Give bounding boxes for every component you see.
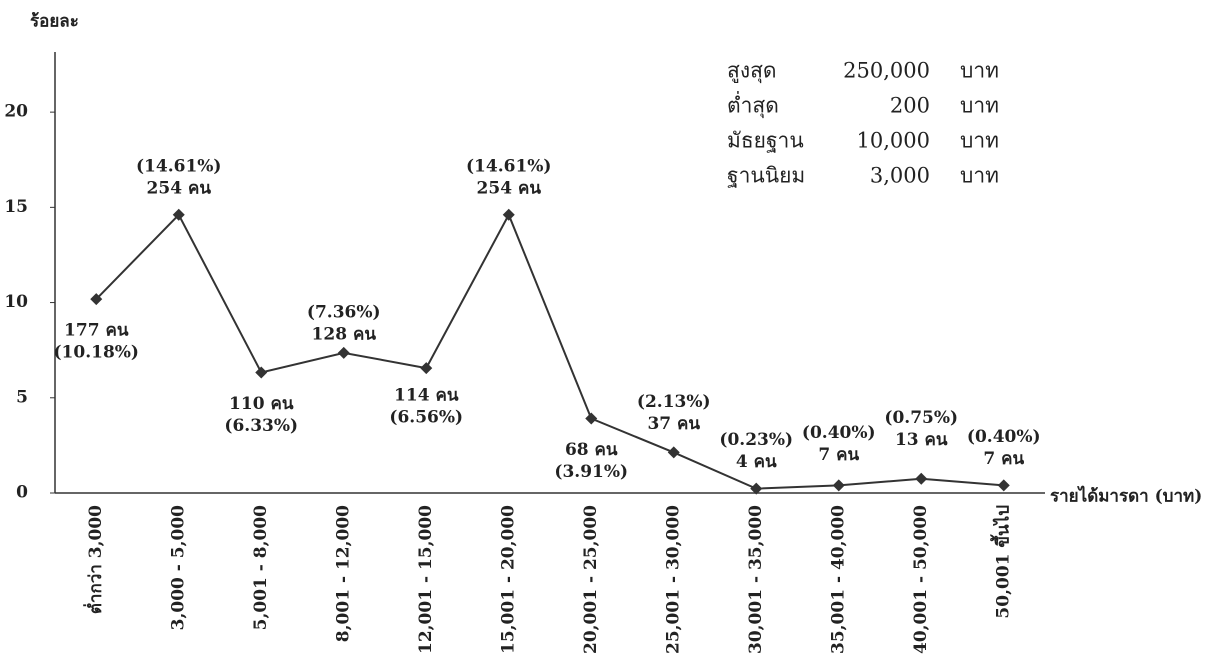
- stat-unit: บาท: [960, 59, 999, 83]
- stat-value: 3,000: [870, 164, 930, 188]
- x-tick-label: 8,001 - 12,000: [333, 505, 353, 642]
- count-label: 7 คน: [818, 445, 859, 465]
- marker: [172, 208, 185, 221]
- marker: [337, 346, 350, 359]
- count-label: 68 คน: [565, 440, 618, 460]
- stat-unit: บาท: [960, 164, 999, 188]
- count-label: 128 คน: [312, 324, 377, 344]
- x-tick-label: 25,001 - 30,000: [663, 505, 683, 654]
- value-label: (14.61%): [136, 156, 221, 176]
- value-label: (0.75%): [884, 408, 958, 428]
- marker: [750, 482, 763, 495]
- stat-unit: บาท: [960, 129, 999, 153]
- count-label: 4 คน: [736, 452, 777, 472]
- value-label: (0.23%): [719, 430, 793, 450]
- marker: [255, 366, 268, 379]
- value-label: (10.18%): [54, 343, 139, 363]
- line: [95, 212, 1004, 490]
- value-label: (7.36%): [307, 302, 381, 322]
- count-label: 110 คน: [229, 394, 294, 414]
- value-label: (2.13%): [637, 392, 711, 412]
- x-tick-label: ต่ำกว่า 3,000: [83, 505, 106, 614]
- marker: [915, 472, 928, 485]
- y-axis-label: ร้อยละ: [30, 12, 79, 32]
- x-tick-label: 40,001 - 50,000: [911, 505, 931, 654]
- count-label: 177 คน: [64, 321, 129, 341]
- stat-value: 250,000: [843, 59, 930, 83]
- value-label: (6.56%): [389, 408, 463, 428]
- x-tick-label: 35,001 - 40,000: [828, 505, 848, 654]
- count-label: 114 คน: [394, 386, 459, 406]
- count-label: 254 คน: [147, 178, 212, 198]
- y-tick-label: 15: [4, 197, 28, 217]
- x-tick-label: 3,000 - 5,000: [168, 505, 188, 631]
- marker: [585, 412, 598, 425]
- x-axis-label: รายได้มารดา (บาท): [1050, 486, 1202, 507]
- x-tick-label: 5,001 - 8,000: [251, 505, 271, 631]
- value-label: (0.40%): [967, 427, 1041, 447]
- value-label: (14.61%): [466, 156, 551, 176]
- marker: [420, 362, 433, 375]
- stat-label: ฐานนิยม: [727, 164, 805, 188]
- count-label: 13 คน: [895, 430, 948, 450]
- stat-value: 200: [890, 94, 930, 118]
- stat-unit: บาท: [960, 94, 999, 118]
- value-label: (6.33%): [224, 416, 298, 436]
- marker: [502, 208, 515, 221]
- x-tick-label: 15,001 - 20,000: [498, 505, 518, 654]
- value-label: (0.40%): [802, 423, 876, 443]
- y-tick-label: 5: [16, 387, 28, 407]
- count-label: 254 คน: [477, 178, 542, 198]
- x-tick-label: 12,001 - 15,000: [416, 505, 436, 654]
- y-tick-label: 10: [4, 292, 28, 312]
- count-label: 7 คน: [983, 449, 1024, 469]
- marker: [832, 479, 845, 492]
- marker: [90, 293, 103, 306]
- stat-label: สูงสุด: [727, 59, 777, 84]
- y-tick-label: 20: [4, 102, 28, 122]
- x-tick-label: 30,001 - 35,000: [746, 505, 766, 654]
- x-tick-label: 20,001 - 25,000: [581, 505, 601, 654]
- y-tick-label: 0: [16, 483, 28, 503]
- x-tick-label: 50,001 ขึ้นไป: [989, 505, 1013, 619]
- marker: [997, 479, 1010, 492]
- marker: [667, 446, 680, 459]
- stat-value: 10,000: [857, 129, 930, 153]
- stat-label: มัธยฐาน: [727, 129, 804, 153]
- count-label: 37 คน: [647, 414, 700, 434]
- stat-label: ต่ำสุด: [727, 91, 779, 119]
- value-label: (3.91%): [554, 462, 628, 482]
